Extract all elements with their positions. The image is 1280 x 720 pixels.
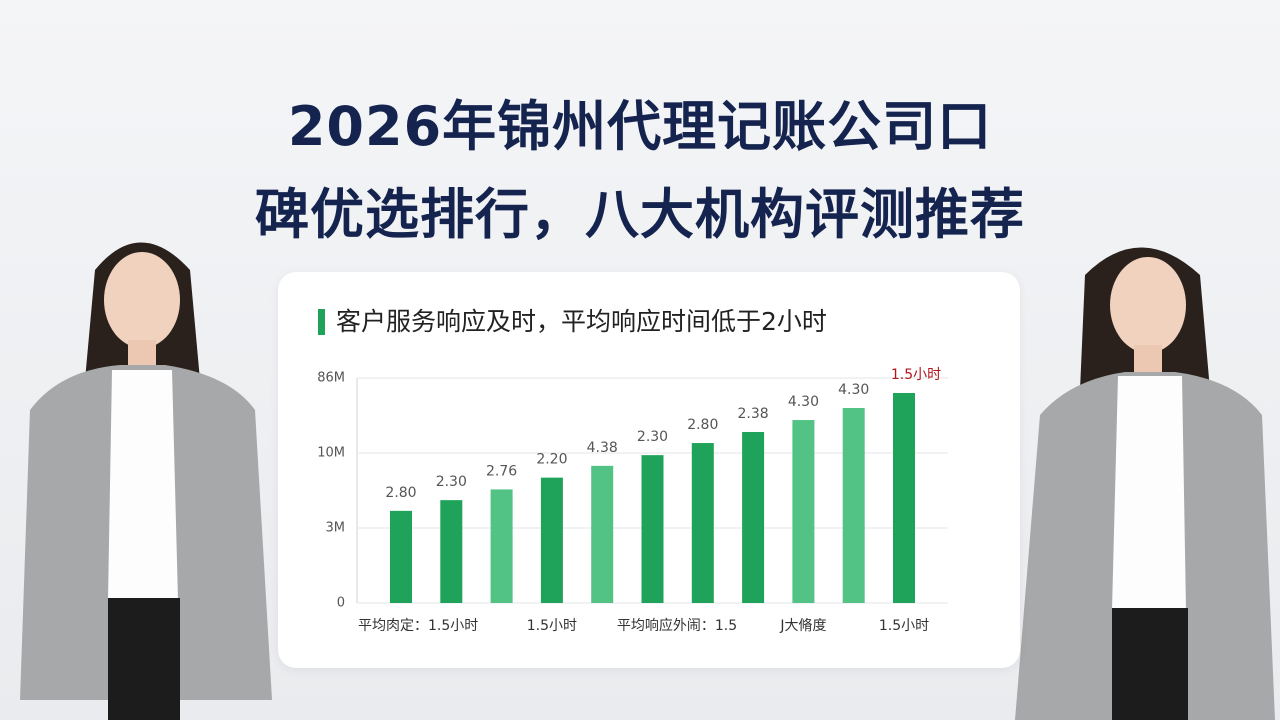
bar xyxy=(591,465,614,603)
bar-label: 2.80 xyxy=(687,417,718,433)
bar xyxy=(893,393,915,603)
bar-label: 2.30 xyxy=(436,474,467,490)
x-tick-label: 1.5小时 xyxy=(879,618,929,634)
bar-label: 2.76 xyxy=(486,463,517,479)
y-tick-label: 3M xyxy=(326,521,346,536)
bar-label: 4.30 xyxy=(838,382,869,398)
bar-label: 2.38 xyxy=(738,406,769,422)
y-tick-label: 10M xyxy=(317,446,345,461)
bar-label: 1.5小时 xyxy=(891,367,941,383)
bar-label: 4.38 xyxy=(587,440,618,456)
bar xyxy=(742,431,765,603)
bar-label: 2.80 xyxy=(385,485,416,501)
bar xyxy=(792,420,815,603)
bar xyxy=(842,408,865,603)
bar-label: 2.20 xyxy=(536,452,567,468)
x-tick-label: 1.5小时 xyxy=(527,618,577,634)
title-accent xyxy=(318,309,325,335)
x-tick-label: 平均肉定：1.5小时 xyxy=(358,618,478,634)
x-tick-label: J大脩度 xyxy=(779,618,826,634)
bar xyxy=(440,500,463,603)
bar xyxy=(390,510,412,603)
bar xyxy=(641,455,664,603)
y-tick-label: 86M xyxy=(317,371,345,386)
y-tick-label: 0 xyxy=(337,596,345,611)
bar-label: 2.30 xyxy=(637,429,668,445)
bar xyxy=(490,489,513,603)
x-tick-label: 平均响应外闹：1.5 xyxy=(617,617,737,634)
bar xyxy=(691,443,714,603)
headline: 2026年锦州代理记账公司口 xyxy=(287,95,993,158)
bar-label: 4.30 xyxy=(788,394,819,410)
chart-title: 客户服务响应及时，平均响应时间低于2小时 xyxy=(336,307,827,336)
person-left xyxy=(20,242,272,720)
bar xyxy=(540,477,563,603)
headline: 碑优选排行，八大机构评测推荐 xyxy=(255,183,1025,246)
person-right xyxy=(1015,247,1275,720)
